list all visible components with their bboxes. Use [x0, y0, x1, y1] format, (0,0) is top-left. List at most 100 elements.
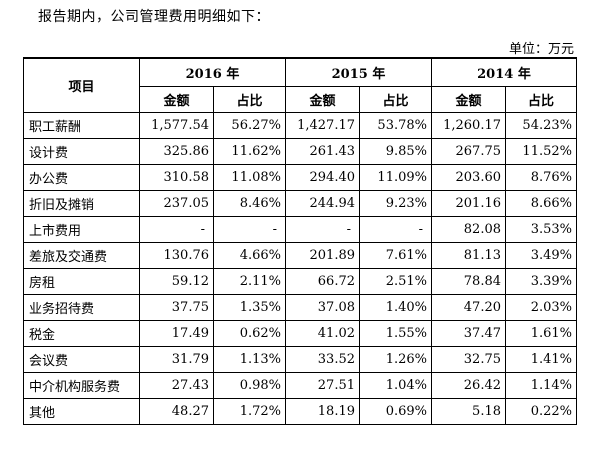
amount-cell: 17.49 — [139, 320, 214, 347]
header-ratio: 占比 — [505, 86, 577, 113]
table-row: 差旅及交通费 130.76 4.66% 201.89 7.61% 81.13 3.49% — [23, 242, 577, 269]
row-label: 会议费 — [23, 346, 140, 373]
intro-text: 报告期内，公司管理费用明细如下： — [38, 9, 270, 25]
ratio-cell: 1.14% — [505, 372, 577, 399]
header-amount: 金额 — [139, 86, 214, 113]
ratio-cell: 11.08% — [213, 164, 286, 191]
management-expense-table: 项目 2016 年 2015 年 2014 年 金额 占比 金额 占比 金额 占… — [23, 57, 577, 425]
amount-cell: 26.42 — [431, 372, 506, 399]
amount-cell: 325.86 — [139, 138, 214, 165]
amount-cell: 18.19 — [285, 398, 360, 425]
row-label: 职工薪酬 — [23, 112, 140, 139]
ratio-cell: 3.49% — [505, 242, 577, 269]
amount-cell: 82.08 — [431, 216, 506, 243]
ratio-cell: 3.53% — [505, 216, 577, 243]
amount-cell: 37.47 — [431, 320, 506, 347]
ratio-cell: 1.40% — [359, 294, 432, 321]
table-row: 会议费 31.79 1.13% 33.52 1.26% 32.75 1.41% — [23, 346, 577, 373]
ratio-cell: 0.62% — [213, 320, 286, 347]
ratio-cell: 1.04% — [359, 372, 432, 399]
ratio-cell: 3.39% — [505, 268, 577, 295]
ratio-cell: 1.13% — [213, 346, 286, 373]
amount-cell: 237.05 — [139, 190, 214, 217]
header-ratio: 占比 — [213, 86, 286, 113]
row-label: 上市费用 — [23, 216, 140, 243]
amount-cell: 48.27 — [139, 398, 214, 425]
amount-cell: 267.75 — [431, 138, 506, 165]
ratio-cell: 1.61% — [505, 320, 577, 347]
ratio-cell: 1.72% — [213, 398, 286, 425]
ratio-cell: 8.46% — [213, 190, 286, 217]
header-ratio: 占比 — [359, 86, 432, 113]
row-label: 税金 — [23, 320, 140, 347]
amount-cell: 59.12 — [139, 268, 214, 295]
header-year-2014: 2014 年 — [431, 57, 577, 87]
amount-cell: 37.08 — [285, 294, 360, 321]
table-row: 设计费 325.86 11.62% 261.43 9.85% 267.75 11.52% — [23, 138, 577, 165]
ratio-cell: 1.55% — [359, 320, 432, 347]
row-label: 设计费 — [23, 138, 140, 165]
ratio-cell: 9.85% — [359, 138, 432, 165]
amount-cell: 294.40 — [285, 164, 360, 191]
header-row-years: 项目 2016 年 2015 年 2014 年 — [23, 57, 577, 113]
ratio-cell: 53.78% — [359, 112, 432, 139]
ratio-cell: 2.11% — [213, 268, 286, 295]
ratio-cell: 1.41% — [505, 346, 577, 373]
ratio-cell: 2.51% — [359, 268, 432, 295]
ratio-cell: 7.61% — [359, 242, 432, 269]
ratio-cell: 8.66% — [505, 190, 577, 217]
amount-cell: 81.13 — [431, 242, 506, 269]
ratio-cell: 9.23% — [359, 190, 432, 217]
table-row: 折旧及摊销 237.05 8.46% 244.94 9.23% 201.16 8.66% — [23, 190, 577, 217]
ratio-cell: 4.66% — [213, 242, 286, 269]
header-item: 项目 — [23, 57, 140, 113]
amount-cell: - — [285, 216, 360, 243]
header-amount: 金额 — [285, 86, 360, 113]
header-row-columns: 金额 占比 金额 占比 金额 占比 — [24, 86, 577, 113]
table-row: 职工薪酬 1,577.54 56.27% 1,427.17 53.78% 1,260.17… — [23, 112, 577, 139]
amount-cell: 5.18 — [431, 398, 506, 425]
ratio-cell: 11.62% — [213, 138, 286, 165]
row-label: 办公费 — [23, 164, 140, 191]
ratio-cell: 0.69% — [359, 398, 432, 425]
table-row: 房租 59.12 2.11% 66.72 2.51% 78.84 3.39% — [23, 268, 577, 295]
ratio-cell: 0.22% — [505, 398, 577, 425]
amount-cell: 27.43 — [139, 372, 214, 399]
unit-label: 单位：万元 — [508, 42, 574, 57]
header-year-2016: 2016 年 — [139, 57, 286, 87]
ratio-cell: 0.98% — [213, 372, 286, 399]
row-label: 房租 — [23, 268, 140, 295]
ratio-cell: 56.27% — [213, 112, 286, 139]
row-label: 业务招待费 — [23, 294, 140, 321]
table-row: 税金 17.49 0.62% 41.02 1.55% 37.47 1.61% — [23, 320, 577, 347]
amount-cell: 1,577.54 — [139, 112, 214, 139]
amount-cell: 1,427.17 — [285, 112, 360, 139]
ratio-cell: - — [213, 216, 286, 243]
amount-cell: 47.20 — [431, 294, 506, 321]
amount-cell: 41.02 — [285, 320, 360, 347]
amount-cell: 33.52 — [285, 346, 360, 373]
amount-cell: 27.51 — [285, 372, 360, 399]
table-row: 上市费用 - - - -82.08 3.53% — [23, 216, 577, 243]
amount-cell: 310.58 — [139, 164, 214, 191]
ratio-cell: 54.23% — [505, 112, 577, 139]
row-label: 折旧及摊销 — [23, 190, 140, 217]
row-label: 中介机构服务费 — [23, 372, 140, 399]
table-row: 办公费 310.58 11.08% 294.40 11.09% 203.60 8.76% — [23, 164, 577, 191]
amount-cell: 261.43 — [285, 138, 360, 165]
table-row: 业务招待费 37.75 1.35% 37.08 1.40% 47.20 2.03% — [23, 294, 577, 321]
header-amount: 金额 — [431, 86, 506, 113]
ratio-cell: - — [359, 216, 432, 243]
ratio-cell: 2.03% — [505, 294, 577, 321]
amount-cell: 130.76 — [139, 242, 214, 269]
amount-cell: 78.84 — [431, 268, 506, 295]
amount-cell: 37.75 — [139, 294, 214, 321]
header-year-2015: 2015 年 — [285, 57, 432, 87]
amount-cell: 32.75 — [431, 346, 506, 373]
amount-cell: 1,260.17 — [431, 112, 506, 139]
amount-cell: 203.60 — [431, 164, 506, 191]
amount-cell: 201.89 — [285, 242, 360, 269]
amount-cell: 244.94 — [285, 190, 360, 217]
ratio-cell: 8.76% — [505, 164, 577, 191]
ratio-cell: 1.35% — [213, 294, 286, 321]
